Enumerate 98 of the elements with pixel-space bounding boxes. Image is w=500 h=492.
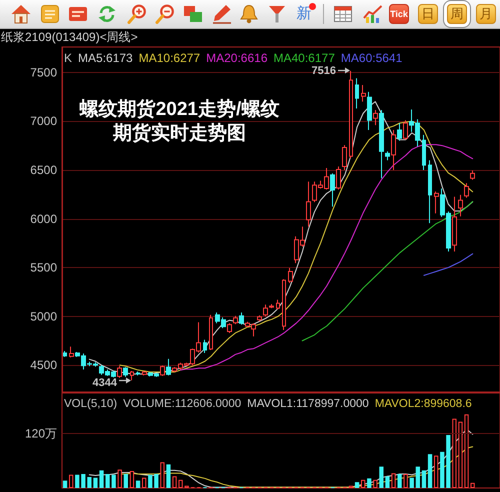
candlestick	[166, 358, 171, 376]
bar	[373, 480, 378, 488]
y-tick-label: 6000	[30, 212, 58, 226]
candlestick	[257, 314, 262, 322]
bar	[379, 466, 384, 488]
candlestick	[69, 346, 74, 358]
bar	[391, 473, 396, 488]
y-tick-label: 7000	[30, 114, 58, 128]
bar	[385, 476, 390, 488]
y-tick-label: 4500	[30, 358, 58, 372]
bar	[124, 474, 128, 488]
text: MAVOL1:1178997.0000	[247, 397, 369, 411]
candlestick	[209, 314, 213, 351]
candlestick	[330, 172, 335, 208]
text: MA20:6616	[206, 51, 268, 65]
bar	[93, 478, 98, 488]
button: Tick	[389, 4, 409, 24]
text: MA10:6277	[138, 51, 200, 65]
candlestick	[428, 160, 432, 224]
candlestick	[361, 84, 366, 102]
candlestick	[63, 350, 67, 358]
candlestick	[458, 194, 463, 217]
candlestick	[123, 366, 128, 378]
bar	[62, 480, 68, 488]
text: MA40:6177	[274, 51, 335, 65]
text: 螺纹期货2021走势/螺纹期货实时走势图	[78, 98, 280, 146]
candlestick	[422, 134, 426, 170]
bar	[160, 462, 165, 488]
candlestick	[288, 268, 293, 284]
candlestick	[282, 278, 286, 331]
candlestick	[233, 315, 238, 325]
bar	[458, 422, 463, 488]
bar	[367, 478, 372, 488]
candlestick	[355, 78, 359, 109]
line-series	[180, 144, 474, 371]
candlestick	[160, 365, 165, 376]
bar	[130, 471, 134, 488]
annotation: 4344	[92, 376, 117, 390]
y-tick-label: 6500	[30, 162, 58, 177]
bar	[68, 474, 74, 488]
bar	[166, 464, 171, 488]
candlestick	[276, 299, 280, 310]
y-tick-label: 5500	[30, 260, 58, 275]
text: MAVOL2:899608.6	[374, 397, 472, 411]
text: VOLUME:112606.0000	[123, 397, 242, 411]
text: 新	[296, 5, 312, 23]
button: 月	[476, 4, 496, 24]
bar	[464, 414, 469, 488]
annotation: 7516	[311, 64, 336, 78]
y-tick-label: 5000	[30, 309, 58, 324]
bar	[470, 482, 475, 488]
bar	[118, 470, 122, 488]
candlestick	[263, 304, 268, 317]
bar	[172, 476, 177, 488]
bar	[404, 474, 408, 488]
chart-subtitle: 纸浆2109(013409)<周线>	[1, 30, 138, 44]
candlestick	[452, 196, 457, 252]
candlestick	[269, 304, 274, 309]
y-tick-label: 7500	[30, 65, 58, 80]
bar	[142, 478, 146, 488]
candlestick	[379, 109, 384, 179]
bar	[397, 474, 402, 488]
line-series	[302, 200, 474, 342]
candlestick	[117, 366, 122, 378]
candlestick	[142, 370, 147, 376]
candlestick	[464, 182, 469, 198]
candlestick	[373, 109, 378, 126]
text: MA5:6173	[78, 51, 133, 65]
candlestick	[434, 190, 439, 214]
candlestick	[136, 371, 140, 376]
text: VOL(5,10)	[64, 397, 118, 411]
candlestick	[397, 122, 402, 142]
line-series	[423, 253, 474, 276]
candlestick	[336, 166, 341, 190]
candlestick	[349, 70, 353, 159]
candlestick	[227, 322, 232, 334]
candlestick	[470, 170, 475, 180]
ref-line-label: 120万	[24, 426, 57, 441]
bar	[452, 418, 457, 488]
bar	[428, 454, 432, 488]
bar	[422, 470, 426, 488]
candlestick	[391, 129, 396, 170]
annotation: K	[64, 51, 72, 65]
candlestick	[306, 181, 311, 228]
candlestick	[239, 312, 244, 326]
bar	[434, 456, 438, 488]
button: 日	[418, 4, 438, 24]
candlestick	[385, 150, 390, 161]
candlestick	[203, 339, 207, 354]
candlestick	[342, 144, 347, 170]
candlestick	[367, 91, 372, 130]
candlestick	[403, 120, 408, 140]
bar	[360, 480, 366, 488]
bar	[99, 470, 104, 488]
bar	[354, 482, 360, 488]
text: MA60:5641	[340, 51, 402, 65]
candlestick	[130, 370, 134, 381]
bar	[136, 480, 140, 488]
